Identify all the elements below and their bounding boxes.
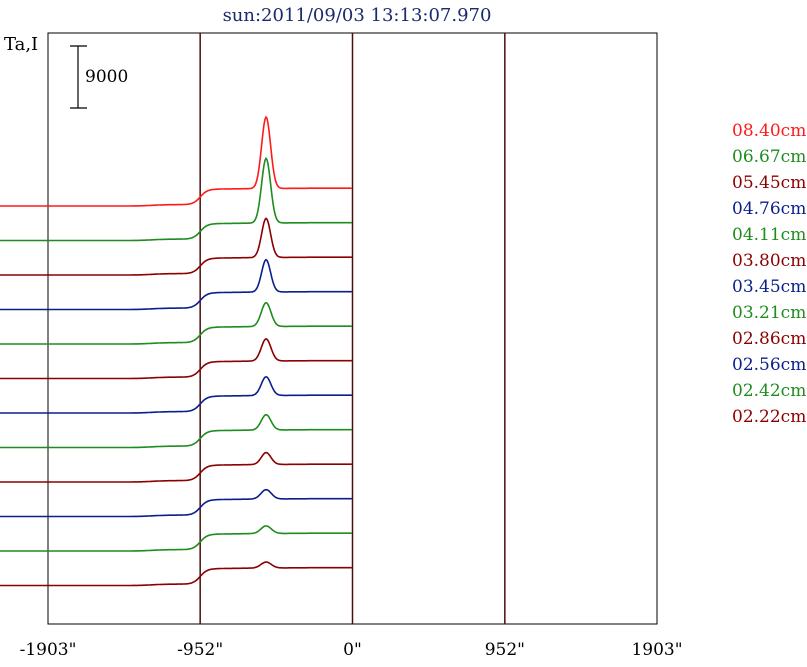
scale-bar-label: 9000 (85, 67, 128, 87)
series-line-02.56cm (0, 488, 352, 518)
series-line-04.11cm (0, 301, 352, 345)
legend-entry: 02.86cm (732, 329, 806, 349)
x-tick-label: -952" (177, 640, 223, 660)
series-line-03.80cm (0, 338, 352, 380)
legend-entry: 02.22cm (732, 407, 806, 427)
legend-entry: 03.21cm (732, 303, 806, 323)
legend-entry: 03.45cm (732, 277, 806, 297)
series-line-06.67cm (0, 156, 352, 242)
series-line-05.45cm (0, 217, 352, 276)
series-line-08.40cm (0, 115, 352, 207)
series-line-02.22cm (0, 561, 352, 587)
legend-entry: 06.67cm (732, 147, 806, 167)
legend-entry: 02.56cm (732, 355, 806, 375)
series-line-02.86cm (0, 451, 352, 483)
legend-entry: 04.11cm (732, 225, 806, 245)
x-tick-label: -1903" (20, 640, 77, 660)
chart-title: sun:2011/09/03 13:13:07.970 (223, 5, 492, 26)
legend: 08.40cm 06.67cm 05.45cm 04.76cm 04.11cm 03.80… (732, 121, 806, 427)
x-tick-label: 0" (343, 640, 362, 660)
series-line-03.45cm (0, 375, 352, 414)
series-line-03.21cm (0, 413, 352, 449)
series-line-02.42cm (0, 525, 352, 552)
legend-entry: 02.42cm (732, 381, 806, 401)
legend-entry: 03.80cm (732, 251, 806, 271)
y-axis-label: Ta,I (4, 34, 38, 55)
legend-entry: 04.76cm (732, 199, 806, 219)
intensity-scale-bar: 9000 (70, 45, 128, 109)
legend-entry: 08.40cm (732, 121, 806, 141)
x-tick-labels: -1903" -952" 0" 952" 1903" (20, 640, 683, 660)
series-group (0, 115, 352, 587)
x-tick-label: 1903" (631, 640, 682, 660)
vertical-marker-lines (199, 33, 506, 624)
series-line-04.76cm (0, 258, 352, 311)
legend-entry: 05.45cm (732, 173, 806, 193)
x-tick-label: 952" (485, 640, 525, 660)
